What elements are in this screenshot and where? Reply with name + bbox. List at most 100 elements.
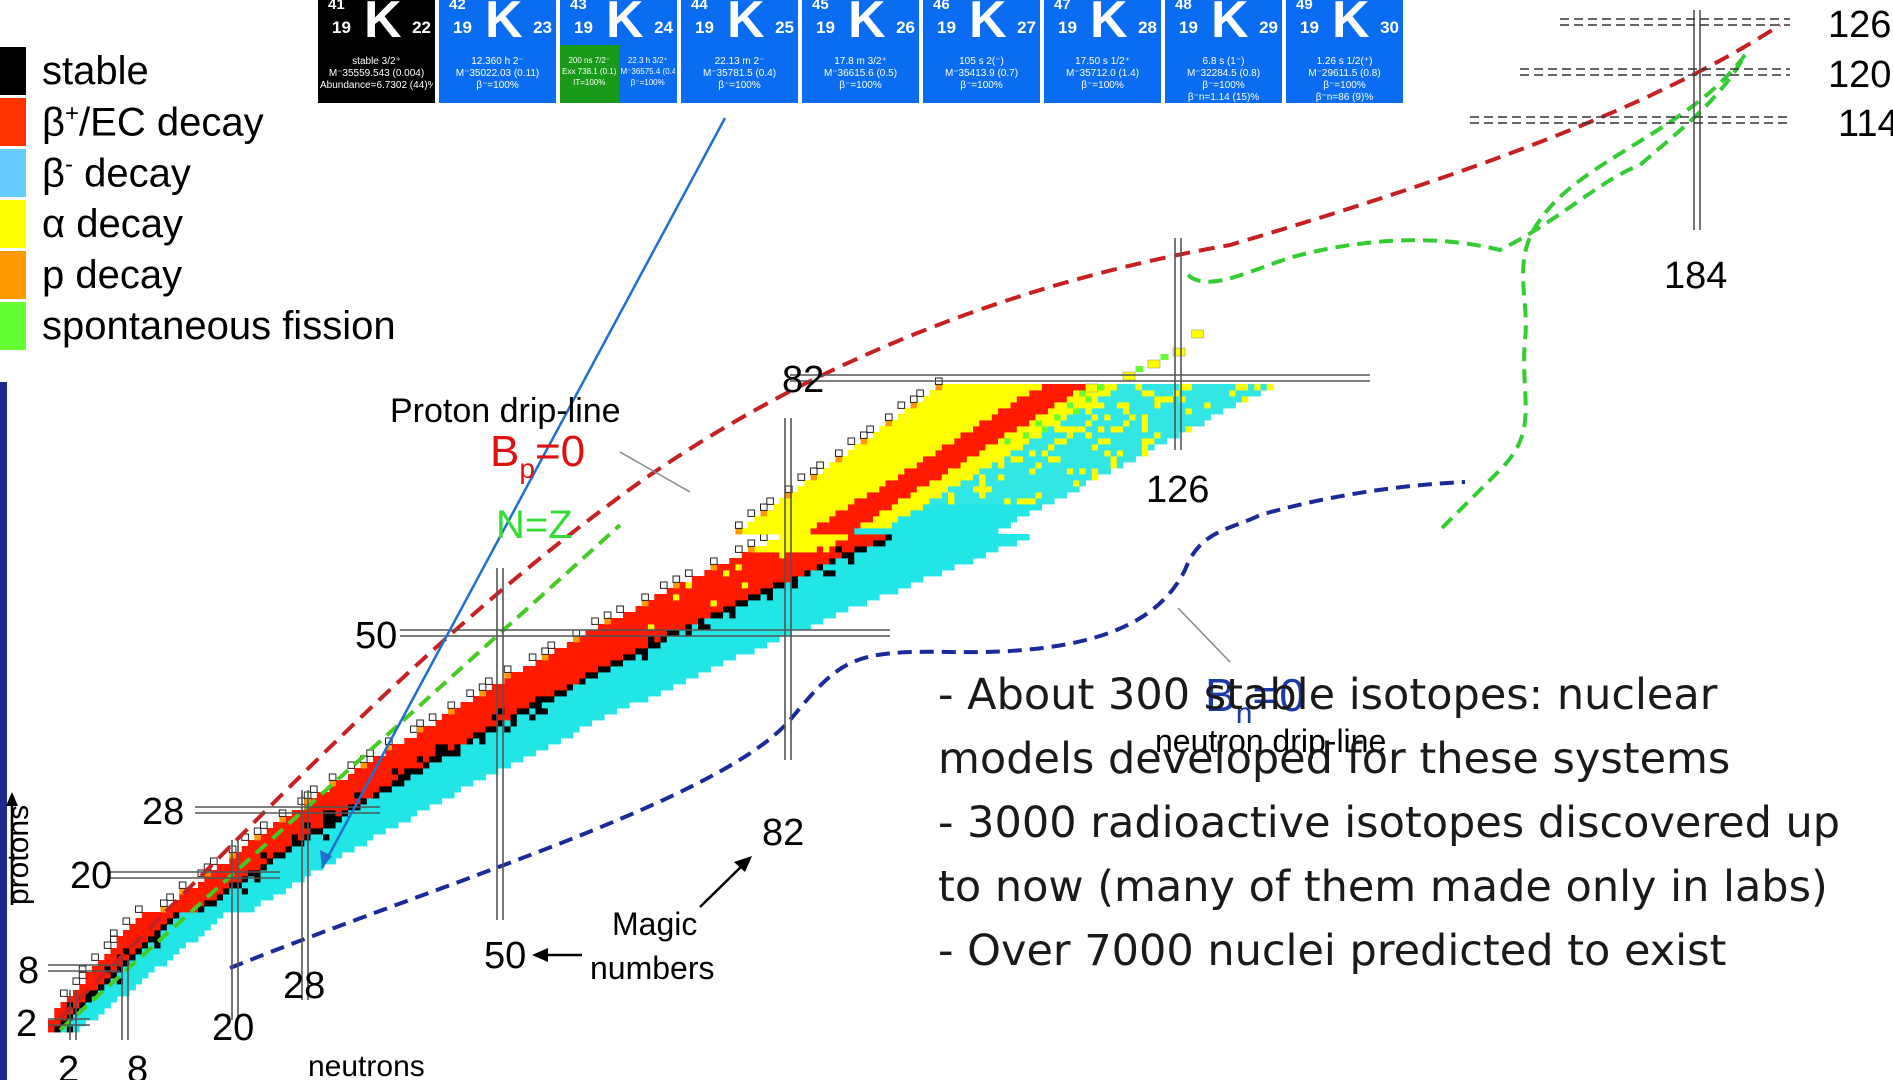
nuclide-cell bbox=[1098, 390, 1105, 397]
nuclide-cell bbox=[860, 522, 868, 529]
nuclide-cell bbox=[710, 624, 718, 631]
nuclide-cell bbox=[873, 438, 880, 445]
nuclide-cell bbox=[1098, 462, 1105, 469]
nuclide-cell bbox=[841, 468, 849, 475]
nuclide-cell bbox=[979, 438, 986, 445]
nuclide-cell bbox=[91, 1008, 99, 1015]
nuclide-cell bbox=[985, 498, 993, 505]
nuclide-cell bbox=[585, 702, 593, 709]
nuclide-cell bbox=[823, 612, 830, 619]
nuclide-cell bbox=[598, 636, 605, 643]
nuclide-cell bbox=[1179, 396, 1186, 403]
nuclide-cell bbox=[704, 642, 711, 649]
nuclide-cell bbox=[366, 792, 374, 799]
nuclide-cell bbox=[866, 462, 874, 469]
nuclide-cell bbox=[898, 564, 905, 571]
nuclide-cell bbox=[504, 678, 511, 685]
nuclide-cell bbox=[941, 552, 949, 559]
nuclide-cell bbox=[948, 534, 955, 541]
nuclide-cell bbox=[948, 462, 955, 469]
element-symbol: K bbox=[485, 0, 523, 49]
nuclide-cell bbox=[829, 510, 836, 517]
nuclide-cell bbox=[698, 624, 705, 631]
nuclide-cell bbox=[785, 540, 793, 547]
nuclide-cell bbox=[698, 630, 705, 637]
neutron-number: 25 bbox=[775, 18, 794, 37]
nuclide-cell bbox=[391, 750, 399, 757]
nuclide-cell bbox=[848, 564, 855, 571]
nuclide-cell bbox=[679, 630, 686, 637]
nuclide-cell bbox=[241, 864, 249, 871]
nuclide-cell bbox=[635, 618, 643, 625]
nuclide-cell bbox=[166, 942, 174, 949]
nuclide-cell bbox=[1004, 516, 1011, 523]
nuclide-cell bbox=[879, 432, 886, 439]
nuclide-cell bbox=[548, 654, 555, 661]
nuclide-cell bbox=[735, 576, 743, 583]
nuclide-cell bbox=[1085, 474, 1093, 481]
nuclide-cell bbox=[635, 642, 643, 649]
nuclide-cell bbox=[791, 504, 799, 511]
nuclide-cell bbox=[104, 972, 111, 979]
nuclide-cell bbox=[1054, 492, 1061, 499]
nuclide-cell bbox=[898, 492, 905, 499]
nuclide-cell bbox=[1035, 498, 1043, 505]
nuclide-cell bbox=[1085, 396, 1093, 403]
nuclide-cell bbox=[891, 540, 899, 547]
nuclide-cell bbox=[985, 486, 993, 493]
nuclide-cell bbox=[1066, 486, 1074, 493]
isotope-info-line: β⁻=100% bbox=[1081, 80, 1124, 91]
nuclide-cell bbox=[1054, 468, 1061, 475]
nuclide-cell bbox=[1066, 438, 1074, 445]
nuclide-cell bbox=[610, 648, 618, 655]
nuclide-cell bbox=[416, 798, 424, 805]
nuclide-cell bbox=[323, 822, 330, 829]
nuclide-cell bbox=[541, 708, 549, 715]
nuclide-cell bbox=[460, 768, 468, 775]
mass-number: 42 bbox=[449, 0, 466, 13]
nuclide-cell bbox=[754, 564, 761, 571]
nuclide-cell bbox=[848, 504, 855, 511]
nuclide-cell bbox=[1141, 450, 1149, 457]
nuclide-cell bbox=[485, 720, 493, 727]
nuclide-cell bbox=[910, 456, 918, 463]
nuclide-cell bbox=[941, 450, 949, 457]
nuclide-cell bbox=[648, 684, 655, 691]
nuclide-cell bbox=[441, 726, 449, 733]
nuclide-cell bbox=[960, 438, 968, 445]
nuclide-cell bbox=[160, 942, 168, 949]
nuclide-cell bbox=[1104, 468, 1111, 475]
nuclide-cell bbox=[985, 540, 993, 547]
nuclide-cell bbox=[1023, 408, 1030, 415]
nuclide-cell bbox=[998, 408, 1005, 415]
nuclide-cell bbox=[279, 858, 286, 865]
nuclide-cell bbox=[810, 570, 818, 577]
nuclide-cell bbox=[1091, 420, 1099, 427]
nuclide-cell bbox=[1023, 402, 1030, 409]
nuclide-cell bbox=[1179, 402, 1186, 409]
nuclide-cell bbox=[791, 498, 799, 505]
nuclide-cell bbox=[866, 486, 874, 493]
nuclide-cell bbox=[435, 720, 443, 727]
nuclide-cell bbox=[104, 960, 111, 967]
nuclide-cell bbox=[1004, 414, 1011, 421]
nuclide-cell bbox=[641, 654, 649, 661]
nuclide-cell bbox=[554, 696, 561, 703]
nuclide-cell bbox=[441, 732, 449, 739]
slide-accent-bar bbox=[0, 382, 7, 1080]
nuclide-cell bbox=[910, 414, 918, 421]
nuclide-cell bbox=[391, 822, 399, 829]
nuclide-cell bbox=[885, 426, 893, 433]
nuclide-cell bbox=[966, 426, 974, 433]
nuclide-cell bbox=[429, 768, 436, 775]
cell-outline bbox=[810, 467, 818, 475]
nuclide-cell bbox=[741, 594, 749, 601]
nuclide-cell bbox=[941, 420, 949, 427]
nuclide-cell bbox=[554, 678, 561, 685]
nuclide-cell bbox=[654, 684, 661, 691]
nuclide-cell bbox=[654, 672, 661, 679]
nuclide-cell bbox=[135, 948, 143, 955]
nuclide-cell bbox=[848, 570, 855, 577]
nuclide-cell bbox=[916, 558, 924, 565]
